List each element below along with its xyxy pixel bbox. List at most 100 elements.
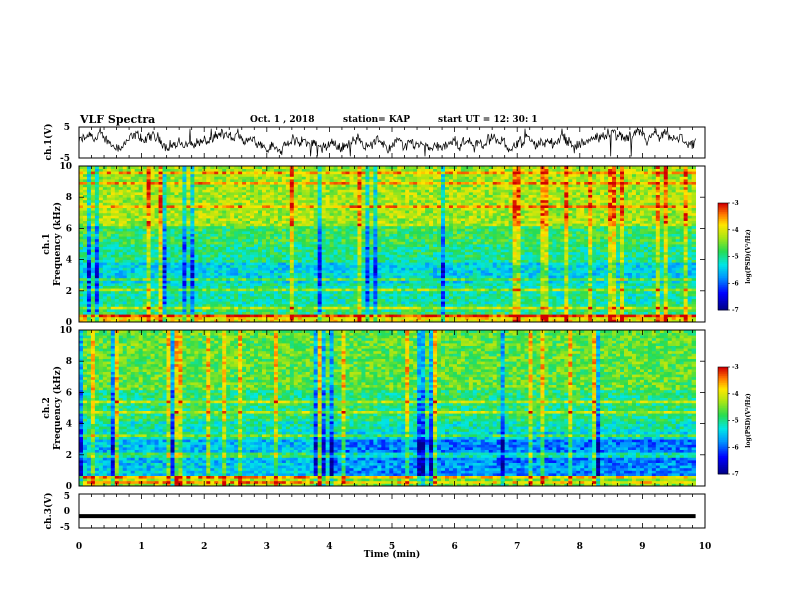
spectrogram-cell (345, 296, 350, 299)
spectrogram-cell (206, 262, 211, 266)
spectrogram-cell (82, 311, 88, 315)
spectrogram-cell (98, 168, 104, 172)
spectrogram-cell (218, 184, 223, 188)
spectrogram-cell (246, 259, 251, 263)
spectrogram-cell (138, 306, 144, 310)
spectrogram-cell (79, 270, 84, 273)
spectrogram-cell (250, 303, 255, 307)
spectrogram-cell (146, 257, 152, 260)
spectrogram-cell (174, 212, 179, 216)
spectrogram-cell (162, 215, 167, 219)
spectrogram-cell (273, 207, 279, 211)
spectrogram-cell (305, 280, 311, 284)
spectrogram-cell (313, 168, 319, 172)
spectrogram-cell (329, 223, 334, 227)
spectrogram-cell (210, 251, 215, 255)
spectrogram-cell (94, 272, 100, 276)
spectrogram-cell (273, 241, 279, 245)
spectrogram-cell (162, 298, 167, 302)
spectrogram-cell (222, 311, 227, 315)
spectrogram-cell (273, 205, 279, 208)
spectrogram-cell (357, 283, 362, 286)
spectrogram-cell (210, 293, 215, 297)
spectrogram-cell (142, 233, 148, 237)
spectrogram-cell (218, 207, 223, 211)
spectrogram-cell (158, 207, 163, 211)
spectrogram-cell (162, 306, 167, 310)
spectrogram-cell (258, 262, 263, 266)
spectrogram-cell (230, 244, 235, 247)
spectrogram-cell (341, 311, 346, 315)
spectrogram-cell (86, 257, 92, 260)
spectrogram-cell (79, 296, 84, 299)
spectrogram-cell (222, 215, 227, 219)
spectrogram-cell (222, 257, 227, 260)
spectrogram-cell (182, 186, 187, 190)
spectrogram-cell (401, 283, 406, 286)
spectrogram-cell (269, 254, 275, 258)
spectrogram-cell (242, 275, 247, 279)
spectrogram-cell (79, 220, 84, 224)
spectrogram-cell (345, 254, 350, 258)
spectrogram-cell (98, 184, 104, 188)
spectrogram-cell (190, 223, 195, 227)
spectrogram-cell (134, 171, 140, 175)
spectrogram-cell (285, 184, 291, 188)
spectrogram-cell (142, 249, 148, 253)
spectrogram-cell (194, 233, 199, 237)
spectrogram-cell (174, 306, 179, 310)
spectrogram-cell (114, 254, 120, 258)
spectrogram-cell (373, 319, 378, 323)
spectrogram-cell (254, 251, 259, 255)
spectrogram-cell (353, 309, 358, 312)
spectrogram-cell (285, 179, 291, 182)
spectrogram-cell (265, 166, 271, 169)
spectrogram-cell (329, 244, 334, 247)
spectrogram-cell (361, 249, 366, 253)
spectrogram-cell (210, 176, 215, 180)
spectrogram-cell (130, 251, 136, 255)
spectrogram-cell (138, 288, 144, 292)
spectrogram-cell (289, 272, 295, 276)
spectrogram-cell (381, 192, 386, 195)
spectrogram-cell (82, 262, 88, 266)
spectrogram-cell (110, 314, 116, 318)
spectrogram-cell (393, 171, 398, 175)
spectrogram-cell (238, 231, 243, 234)
spectrogram-cell (234, 296, 239, 299)
spectrogram-cell (397, 257, 402, 260)
spectrogram-cell (357, 218, 362, 221)
spectrogram-cell (397, 186, 402, 190)
spectrogram-cell (206, 246, 211, 250)
spectrogram-cell (202, 275, 207, 279)
spectrogram-cell (250, 212, 255, 216)
spectrogram-cell (297, 244, 303, 247)
spectrogram-cell (357, 202, 362, 206)
spectrogram-cell (150, 207, 155, 211)
spectrogram-cell (110, 319, 116, 323)
spectrogram-cell (178, 207, 183, 211)
spectrogram-cell (134, 309, 140, 312)
spectrogram-cell (273, 215, 279, 219)
spectrogram-cell (126, 228, 132, 232)
spectrogram-cell (238, 283, 243, 286)
spectrogram-cell (397, 285, 402, 289)
spectrogram-cell (114, 218, 120, 221)
spectrogram-cell (234, 225, 239, 229)
spectrogram-cell (337, 171, 342, 175)
spectrogram-cell (297, 267, 303, 271)
spectrogram-cell (389, 241, 394, 245)
spectrogram-cell (134, 212, 140, 216)
spectrogram-cell (222, 225, 227, 229)
spectrogram-cell (186, 210, 191, 214)
spectrogram-cell (238, 262, 243, 266)
spectrogram-cell (361, 270, 366, 273)
spectrogram-cell (325, 246, 331, 250)
spectrogram-cell (106, 168, 112, 172)
spectrogram-cell (182, 311, 187, 315)
spectrogram-cell (122, 192, 128, 195)
spectrogram-cell (214, 251, 219, 255)
spectrogram-cell (150, 311, 155, 315)
spectrogram-cell (349, 316, 354, 320)
